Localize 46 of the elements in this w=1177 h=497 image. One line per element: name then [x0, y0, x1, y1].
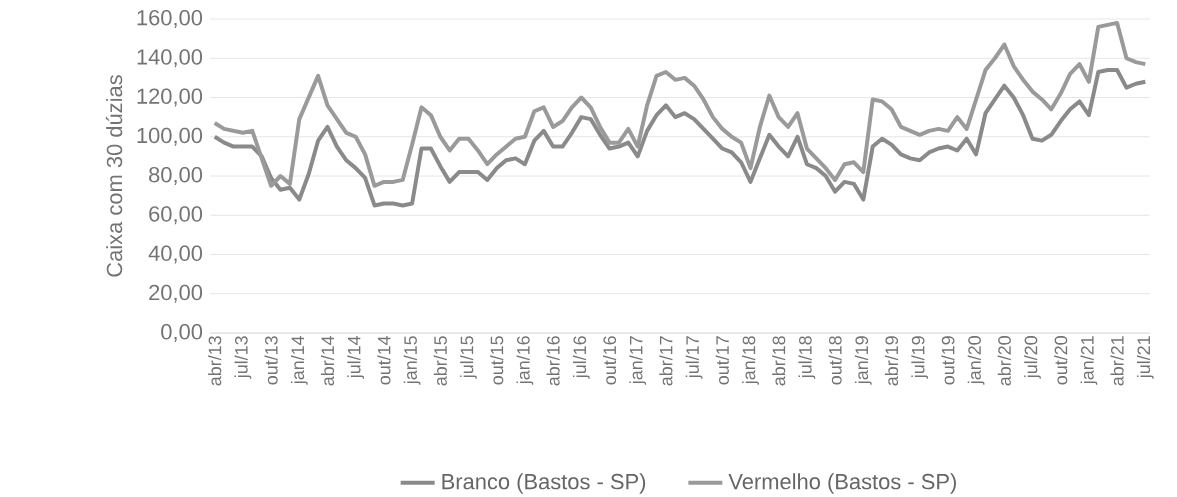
x-tick-label: abr/18	[772, 336, 786, 386]
x-tick-label: jan/17	[629, 336, 647, 385]
x-tick-label: out/20	[1054, 336, 1068, 385]
x-tick-label: jul/20	[1024, 336, 1041, 379]
y-tick-label: 80,00	[149, 166, 203, 186]
y-tick-label: 20,00	[149, 284, 203, 303]
x-tick-label: abr/20	[997, 336, 1011, 386]
legend-label: Vermelho (Bastos - SP)	[728, 473, 956, 494]
y-axis-title: Caixa com 30 dúzias	[105, 75, 123, 277]
x-tick-label: abr/15	[433, 336, 447, 386]
x-tick-label: jan/15	[403, 336, 421, 385]
x-tick-label: jan/18	[742, 336, 759, 385]
y-tick-label: 40,00	[148, 245, 203, 264]
x-tick-label: out/14	[377, 335, 391, 385]
x-tick-label: jan/16	[516, 336, 534, 385]
x-tick-label: jul/21	[1136, 336, 1154, 379]
x-tick-label: jul/18	[798, 336, 816, 379]
x-tick-label: out/19	[941, 336, 955, 385]
x-tick-label: abr/19	[884, 336, 899, 386]
x-tick-label: out/13	[264, 336, 278, 385]
x-tick-label: abr/17	[659, 336, 673, 386]
y-tick-label: 160,00	[137, 9, 203, 29]
y-tick-label: 60,00	[149, 206, 203, 225]
x-tick-label: jul/16	[572, 336, 590, 379]
y-tick-label: 140,00	[137, 49, 203, 68]
x-tick-label: out/17	[715, 336, 729, 385]
x-tick-label: jul/17	[685, 336, 703, 379]
x-tick-label: jan/14	[290, 335, 308, 385]
x-tick-label: jul/14	[347, 335, 365, 379]
y-tick-label: 100,00	[137, 127, 203, 146]
x-tick-label: jan/20	[967, 336, 985, 385]
x-tick-label: abr/16	[546, 336, 560, 386]
y-tick-label: 120,00	[137, 88, 203, 107]
x-tick-label: jan/19	[854, 336, 872, 385]
x-tick-label: out/16	[602, 336, 617, 385]
y-tick-label: 0,00	[161, 323, 203, 343]
legend-label: Branco (Bastos - SP)	[442, 473, 646, 494]
x-tick-label: jan/21	[1080, 336, 1098, 385]
x-tick-label: out/18	[828, 336, 842, 385]
x-tick-label: jul/15	[460, 336, 477, 379]
x-tick-label: out/15	[490, 336, 504, 385]
x-tick-label: abr/21	[1110, 336, 1124, 386]
x-tick-label: jul/13	[234, 336, 252, 379]
x-tick-label: jul/19	[911, 336, 929, 379]
x-tick-label: abr/14	[320, 335, 335, 386]
x-tick-label: abr/13	[208, 336, 222, 386]
